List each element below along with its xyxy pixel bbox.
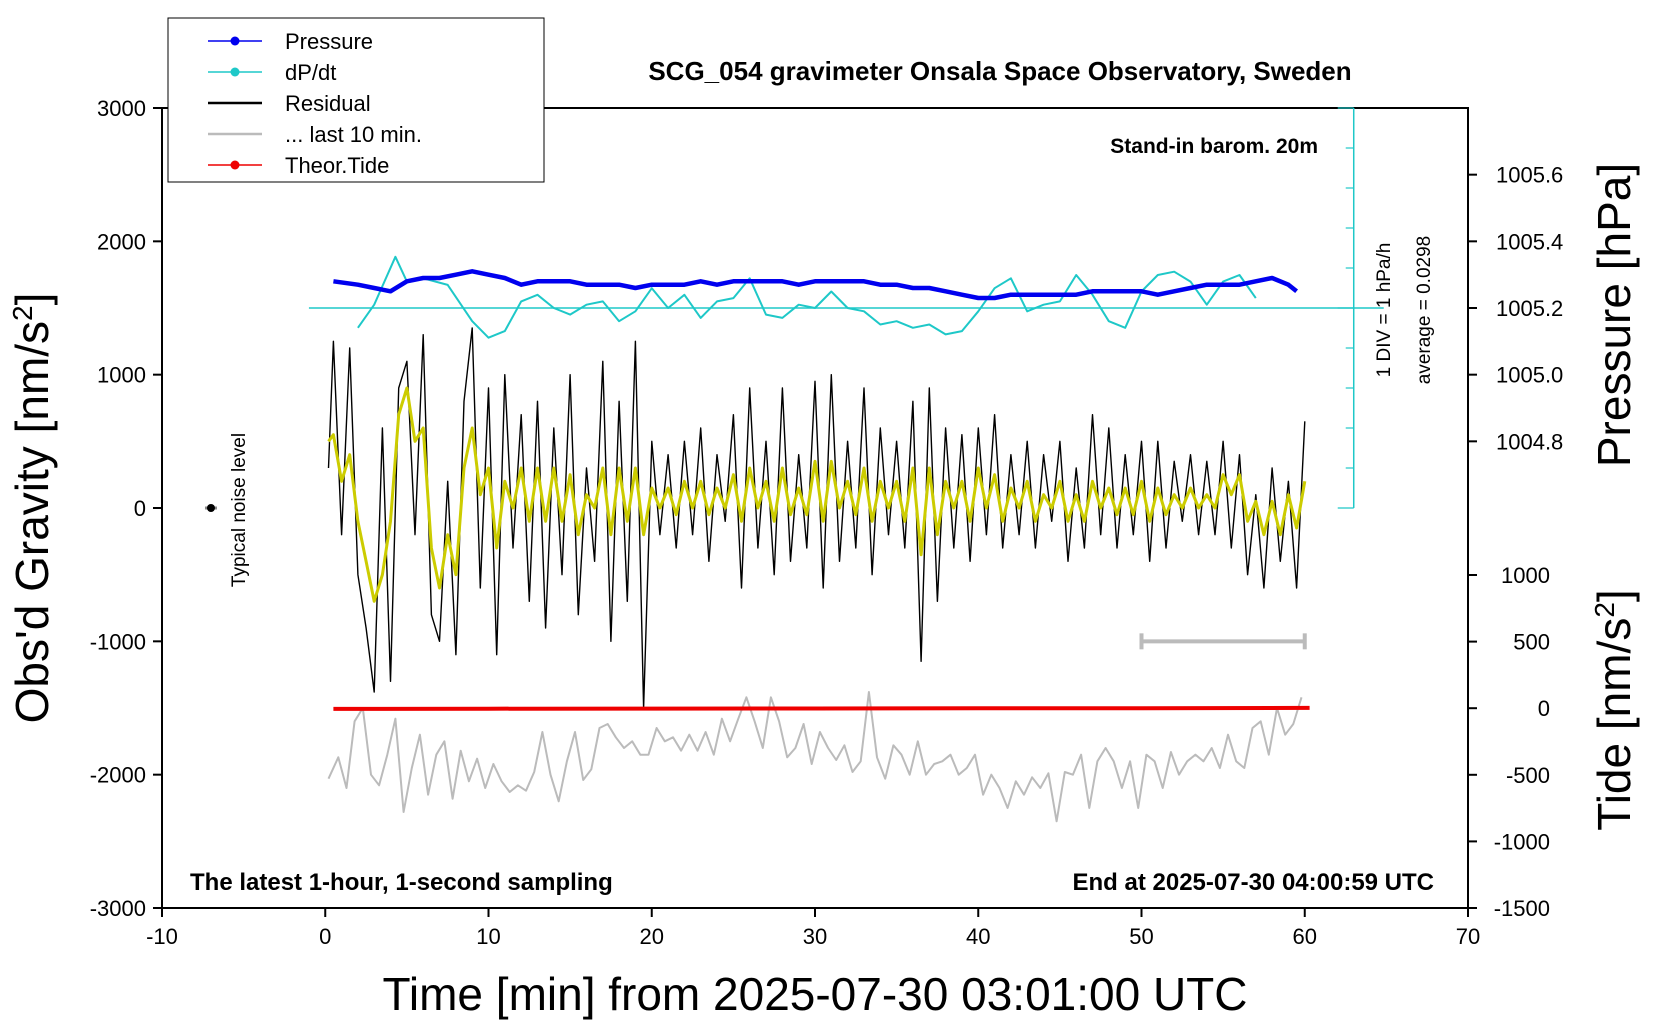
y-tick-label: 3000 <box>97 96 146 121</box>
legend-label: Pressure <box>285 29 373 54</box>
tide-axis-label-sup: 2 <box>1589 602 1620 618</box>
pressure-tick-label: 1005.6 <box>1496 163 1563 188</box>
barometer-note: Stand-in barom. 20m <box>1110 135 1318 158</box>
tide-tick-label: -500 <box>1506 763 1550 788</box>
last10-series-line <box>327 691 1303 823</box>
sampling-note: The latest 1-hour, 1-second sampling <box>190 869 613 896</box>
dpdt-scale-note: 1 DIV = 1 hPa/h <box>1374 243 1395 378</box>
tide-series-line <box>333 705 1310 711</box>
x-tick-label: 70 <box>1456 924 1480 949</box>
x-tick-label: 40 <box>966 924 990 949</box>
tide-tick-label: -1500 <box>1494 896 1550 921</box>
x-tick-label: 0 <box>319 924 331 949</box>
y-tick-label: 2000 <box>97 229 146 254</box>
residual-series-line <box>327 327 1306 709</box>
x-tick-label: -10 <box>146 924 178 949</box>
y-tick-label: -3000 <box>90 896 146 921</box>
legend-box <box>167 17 545 183</box>
legend-label: Theor.Tide <box>285 153 389 178</box>
pressure-tick-label: 1005.2 <box>1496 296 1563 321</box>
legend-marker <box>230 36 240 46</box>
legend-label: ... last 10 min. <box>285 122 422 147</box>
plot-frame <box>161 107 1469 909</box>
pressure-tick-label: 1005.0 <box>1496 363 1563 388</box>
x-tick-label: 60 <box>1293 924 1317 949</box>
noise-level-note: Typical noise level <box>229 433 250 587</box>
dpdt-average-note: average = 0.0298 <box>1414 236 1435 384</box>
legend-marker <box>230 160 240 170</box>
tick-layer: -10 0 10 20 30 40 50 60 70 -3000 -2000 -1000 0 1000 20… <box>90 96 1564 949</box>
tide-axis-label: Tide [nm/s2] <box>1588 589 1640 830</box>
y-axis-label-tail: ] <box>6 293 58 306</box>
y-axis-label-sup: 2 <box>7 305 38 321</box>
tide-axis-label-tail: ] <box>1588 589 1640 602</box>
legend-label: Residual <box>285 91 371 116</box>
y-tick-label: 0 <box>134 496 146 521</box>
pressure-tick-label: 1005.4 <box>1496 229 1563 254</box>
y-axis-label: Obs'd Gravity [nm/s2] <box>6 293 58 724</box>
tide-tick-label: 1000 <box>1501 563 1550 588</box>
y-tick-label: -2000 <box>90 763 146 788</box>
x-tick-label: 50 <box>1129 924 1153 949</box>
x-axis-label: Time [min] from 2025-07-30 03:01:00 UTC <box>383 968 1248 1020</box>
legend-marker <box>230 67 240 77</box>
end-time-note: End at 2025-07-30 04:00:59 UTC <box>1073 869 1435 896</box>
y-tick-label: 1000 <box>97 363 146 388</box>
tide-axis-label-text: Tide [nm/s <box>1588 618 1640 831</box>
x-tick-label: 10 <box>476 924 500 949</box>
tide-tick-label: 0 <box>1538 696 1550 721</box>
tide-tick-label: -1000 <box>1494 829 1550 854</box>
legend-label: dP/dt <box>285 60 336 85</box>
legend: Pressure dP/dt Residual ... last 10 min. The… <box>167 17 545 183</box>
y-tick-label: -1000 <box>90 629 146 654</box>
dpdt-series-line <box>357 255 1257 339</box>
x-tick-label: 20 <box>640 924 664 949</box>
pressure-series-line <box>333 269 1299 301</box>
series-layer <box>204 107 1384 823</box>
tide-tick-label: 500 <box>1513 630 1550 655</box>
noise-point <box>206 504 215 512</box>
x-tick-label: 30 <box>803 924 827 949</box>
y-axis-label-text: Obs'd Gravity [nm/s <box>6 321 58 723</box>
pressure-axis-label: Pressure [hPa] <box>1588 163 1640 467</box>
residual-smoothed-line <box>327 386 1307 603</box>
chart-title: SCG_054 gravimeter Onsala Space Observat… <box>648 56 1351 86</box>
pressure-tick-label: 1004.8 <box>1496 429 1563 454</box>
